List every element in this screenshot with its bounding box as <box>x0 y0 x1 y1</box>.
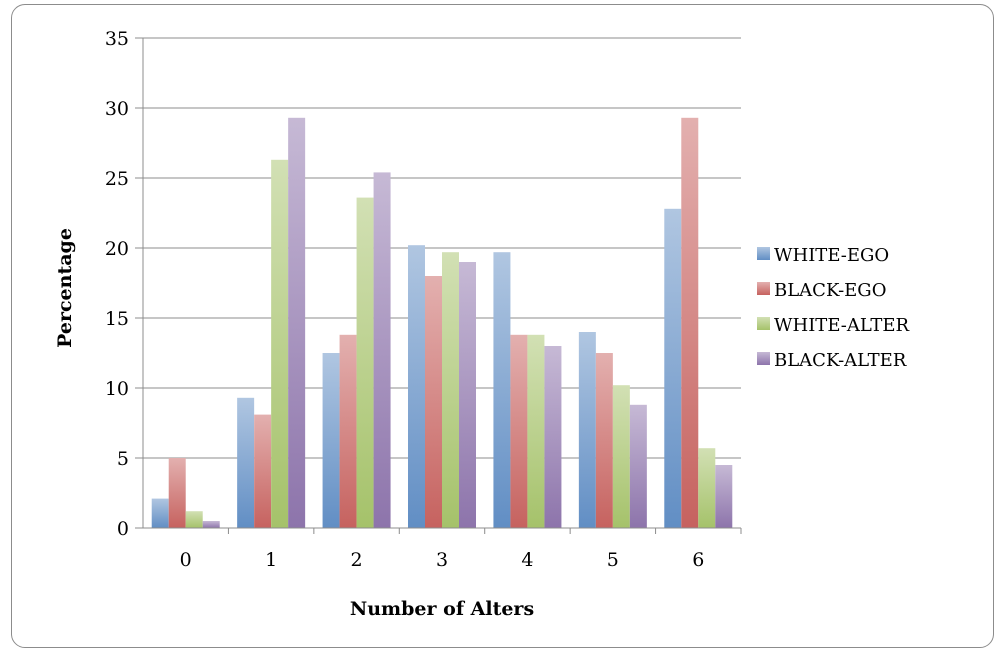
y-tick-labels: 0 5 10 15 20 25 30 35 <box>105 28 129 540</box>
bar-white-alter-6 <box>698 448 716 528</box>
legend-label-black-alter: BLACK-ALTER <box>774 350 907 371</box>
legend-swatch-white-alter <box>757 317 770 330</box>
bar-white-alter-1 <box>271 159 289 529</box>
y-axis-title: Percentage <box>54 228 76 348</box>
bar-black-ego-6 <box>681 117 699 529</box>
x-tick-label: 1 <box>265 549 277 571</box>
legend-swatch-black-alter <box>757 352 770 365</box>
bar-black-ego-5 <box>595 353 613 528</box>
y-tick-label: 5 <box>117 448 129 470</box>
axes <box>142 38 742 534</box>
x-tick-label: 6 <box>692 549 704 571</box>
y-tick-label: 15 <box>105 308 129 330</box>
x-axis-title: Number of Alters <box>350 598 534 620</box>
bar-black-ego-0 <box>168 458 186 528</box>
y-tick-label: 35 <box>105 28 129 50</box>
bar-black-alter-0 <box>202 521 220 528</box>
y-tick-label: 0 <box>117 518 129 540</box>
bar-black-ego-2 <box>339 334 357 528</box>
bar-white-ego-2 <box>322 353 340 528</box>
legend-label-white-alter: WHITE-ALTER <box>774 315 910 336</box>
y-tick-label: 25 <box>105 168 129 190</box>
y-tick-label: 20 <box>105 238 129 260</box>
x-tick-label: 4 <box>521 549 533 571</box>
bar-white-ego-0 <box>151 498 169 528</box>
legend-label-black-ego: BLACK-EGO <box>774 280 886 301</box>
bar-black-alter-2 <box>373 172 391 528</box>
legend-swatch-black-ego <box>757 282 770 295</box>
x-tick-label: 2 <box>351 549 363 571</box>
bar-black-ego-3 <box>425 276 442 528</box>
bar-white-ego-5 <box>578 332 596 528</box>
y-tick-label: 30 <box>105 98 129 120</box>
bar-white-alter-0 <box>185 511 203 528</box>
bars <box>151 117 733 529</box>
y-tick-label: 10 <box>105 378 129 400</box>
bar-white-alter-5 <box>612 385 630 528</box>
legend-swatch-white-ego <box>757 247 770 260</box>
legend-label-white-ego: WHITE-EGO <box>774 245 889 266</box>
bar-white-alter-3 <box>442 252 459 528</box>
x-tick-label: 3 <box>436 549 448 571</box>
bar-white-ego-1 <box>237 397 255 528</box>
bar-black-alter-3 <box>459 262 476 528</box>
bar-black-alter-6 <box>715 465 733 528</box>
bar-black-ego-4 <box>510 334 528 528</box>
bar-white-alter-4 <box>527 334 545 528</box>
bar-black-alter-4 <box>544 346 562 528</box>
bar-black-alter-5 <box>629 404 647 528</box>
bar-black-alter-1 <box>288 117 306 529</box>
bar-white-ego-4 <box>493 252 511 528</box>
bar-white-alter-2 <box>356 197 374 528</box>
x-tick-labels: 0 1 2 3 4 5 6 <box>180 549 705 571</box>
x-tick-label: 5 <box>607 549 619 571</box>
bar-white-ego-3 <box>408 245 425 528</box>
legend: WHITE-EGO BLACK-EGO WHITE-ALTER BLACK-ALTER <box>757 245 910 371</box>
x-tick-label: 0 <box>180 549 192 571</box>
bar-black-ego-1 <box>254 414 272 528</box>
bar-white-ego-6 <box>664 208 682 529</box>
